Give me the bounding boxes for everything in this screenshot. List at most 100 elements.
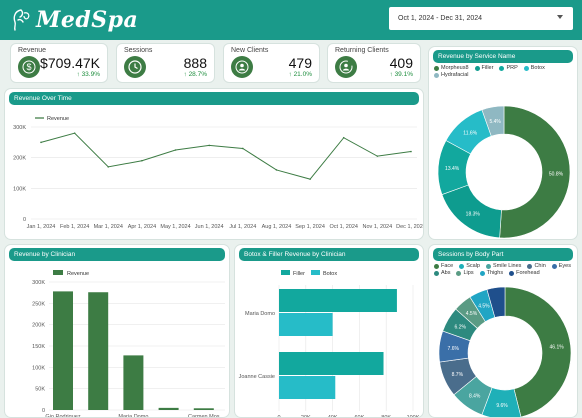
returning-client-icon: [335, 56, 357, 78]
slice-label: 18.3%: [466, 212, 481, 218]
x-tick-label: 100K: [407, 415, 420, 418]
service-donut-chart[interactable]: 50.8% 18.3% 13.4% 11.6% 5.4%: [429, 47, 578, 240]
legend-item[interactable]: Botox: [523, 65, 545, 71]
y-tick-label: 300K: [13, 125, 26, 131]
x-tick-label: Mar 1, 2024: [94, 224, 123, 230]
legend-item[interactable]: Thighs: [479, 270, 504, 276]
y-tick-label: 200K: [32, 323, 45, 329]
y-tick-label: 100K: [13, 186, 26, 192]
data-point: [342, 136, 345, 139]
bar: [193, 408, 214, 410]
data-point: [141, 159, 143, 162]
legend-swatch: [474, 65, 480, 71]
legend-item[interactable]: Forehead: [509, 270, 540, 276]
botox-filler-bar-chart[interactable]: 0 20K 40K 60K 80K 100K Maria Domo Joanne Cassie…: [235, 245, 424, 418]
kpi-value: 888: [183, 55, 207, 71]
legend-label: Thighs: [486, 270, 504, 276]
data-point: [376, 155, 379, 157]
y-tick-label: 100K: [32, 365, 45, 371]
panel-title: Botox & Filler Revenue by Clinician: [239, 248, 419, 261]
date-range-value: Oct 1, 2024 - Dec 31, 2024: [398, 15, 483, 22]
kpi-delta: ↑ 28.7%: [183, 71, 208, 78]
y-tick-label: 250K: [32, 301, 45, 307]
x-tick-label: Jul 1, 2024: [229, 224, 256, 230]
kpi-title: New Clients: [231, 47, 269, 54]
y-tick-label: Joanne Cassie: [239, 374, 275, 380]
legend-item[interactable]: Abs: [434, 270, 450, 276]
legend-label: Botox: [323, 271, 337, 277]
panel-title: Revenue by Service Name: [433, 50, 573, 63]
x-tick-label: Feb 1, 2024: [60, 224, 89, 230]
legend-item[interactable]: Lips: [456, 270, 474, 276]
slice-label: 11.6%: [463, 130, 477, 136]
legend-item[interactable]: Chin: [527, 263, 546, 269]
brand-logo[interactable]: MedSpa: [8, 5, 138, 35]
y-tick-label: 200K: [13, 156, 26, 162]
header-bar: MedSpa Oct 1, 2024 - Dec 31, 2024: [0, 0, 582, 40]
kpi-card-new-clients[interactable]: New Clients 479 ↑ 21.0%: [223, 43, 320, 83]
clinician-bar-chart[interactable]: 0 50K 100K 150K 200K 250K 300K Gio Rodriguez Mar…: [5, 245, 230, 418]
legend-item[interactable]: Hydrafacial: [434, 72, 469, 78]
bar: [88, 292, 109, 410]
x-tick-label: 80K: [381, 415, 391, 418]
legend-item[interactable]: Smile Lines: [486, 263, 521, 269]
x-tick-label: May 1, 2024: [160, 224, 190, 230]
legend-swatch: [434, 263, 439, 269]
legend-label: Filler: [481, 65, 494, 71]
donut-slice: [486, 286, 506, 318]
x-tick-label: Maria Domo: [118, 414, 148, 418]
legend-item[interactable]: Morpheus8: [434, 65, 469, 71]
kpi-value: $709.47K: [40, 55, 100, 71]
bar: [279, 289, 397, 312]
kpi-value: 479: [288, 55, 312, 71]
legend-label: Smile Lines: [493, 263, 522, 269]
legend-item[interactable]: PRP: [499, 65, 518, 71]
legend-label: Chin: [534, 263, 546, 269]
y-tick-label: 300K: [32, 280, 45, 286]
y-tick-label: 0: [23, 217, 26, 223]
legend-label: Revenue: [47, 116, 69, 122]
dollar-icon: $: [18, 56, 40, 78]
slice-label: 7.6%: [448, 346, 460, 352]
x-tick-label: Nov 1, 2024: [363, 224, 393, 230]
legend-swatch: [479, 270, 485, 276]
face-leaf-icon: [13, 9, 30, 31]
bar: [279, 376, 336, 399]
revenue-line: [40, 132, 412, 180]
kpi-card-revenue[interactable]: Revenue $ $709.47K ↑ 33.9%: [10, 43, 108, 83]
data-point: [40, 141, 42, 144]
slice-label: 5.4%: [489, 119, 501, 125]
bar: [123, 355, 144, 410]
legend-label: Face: [441, 263, 454, 269]
legend-swatch: [53, 270, 63, 275]
legend-item[interactable]: Face: [434, 263, 453, 269]
date-range-picker[interactable]: Oct 1, 2024 - Dec 31, 2024: [389, 7, 573, 30]
x-tick-label: Sep 1, 2024: [295, 224, 325, 230]
kpi-card-sessions[interactable]: Sessions 888 ↑ 28.7%: [116, 43, 215, 83]
legend-label: Lips: [463, 270, 474, 276]
legend-label: Forehead: [516, 270, 540, 276]
legend-item[interactable]: Scalp: [459, 263, 480, 269]
x-tick-label: Apr 1, 2024: [128, 224, 156, 230]
x-tick-label: 20K: [301, 415, 311, 418]
panel-title: Sessions by Body Part: [433, 248, 573, 261]
x-tick-label: Aug 1, 2024: [262, 224, 292, 230]
data-point: [73, 132, 76, 134]
body-part-donut-chart[interactable]: 46.1% 9.6% 8.4% 8.7% 7.6% 6.2% 4.5%4.5%: [429, 245, 578, 418]
kpi-title: Returning Clients: [335, 47, 389, 54]
data-point: [275, 169, 278, 171]
x-tick-label: Oct 1, 2024: [330, 224, 358, 230]
kpi-card-returning-clients[interactable]: Returning Clients 409 ↑ 39.1%: [327, 43, 421, 83]
legend-swatch: [459, 263, 465, 269]
revenue-by-clinician-panel: Revenue by Clinician 0 50K 100K 150K 200K 250…: [4, 244, 230, 418]
kpi-title: Revenue: [18, 47, 47, 54]
bar: [279, 352, 384, 375]
legend-item[interactable]: Filler: [474, 65, 494, 71]
legend-label: Filler: [293, 271, 305, 277]
y-tick-label: Maria Domo: [245, 311, 275, 317]
legend-swatch: [499, 65, 505, 71]
revenue-line-chart[interactable]: 0 100K 200K 300K Jan 1, 2024 Feb 1, 2024 Mar 1…: [5, 89, 424, 240]
legend-item[interactable]: Eyes: [551, 263, 571, 269]
legend-label: Botox: [530, 65, 545, 71]
botox-filler-panel: Botox & Filler Revenue by Clinician 0 20K…: [234, 244, 424, 418]
